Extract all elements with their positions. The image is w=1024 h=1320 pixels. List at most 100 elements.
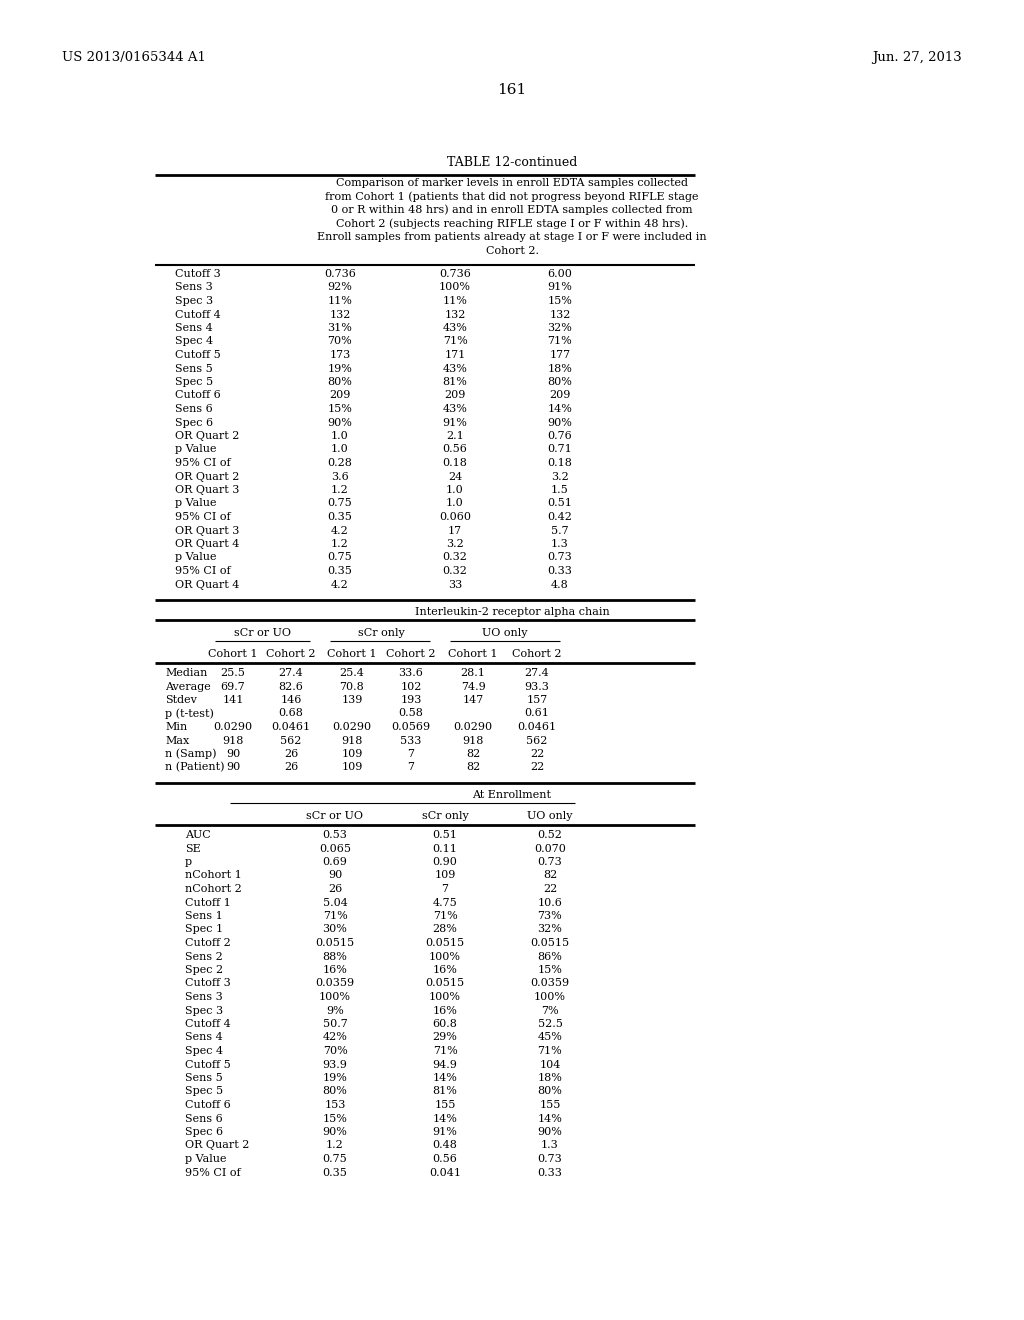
Text: 153: 153 [325, 1100, 346, 1110]
Text: 132: 132 [444, 309, 466, 319]
Text: 139: 139 [341, 696, 362, 705]
Text: 14%: 14% [538, 1114, 562, 1123]
Text: Cutoff 4: Cutoff 4 [175, 309, 221, 319]
Text: OR Quart 4: OR Quart 4 [175, 539, 240, 549]
Text: 81%: 81% [432, 1086, 458, 1097]
Text: 1.2: 1.2 [331, 539, 349, 549]
Text: Cutoff 6: Cutoff 6 [175, 391, 221, 400]
Text: 1.0: 1.0 [446, 499, 464, 508]
Text: Stdev: Stdev [165, 696, 197, 705]
Text: 0.11: 0.11 [432, 843, 458, 854]
Text: 2.1: 2.1 [446, 432, 464, 441]
Text: 109: 109 [341, 763, 362, 772]
Text: 0.48: 0.48 [432, 1140, 458, 1151]
Text: 1.3: 1.3 [551, 539, 569, 549]
Text: 146: 146 [281, 696, 302, 705]
Text: 91%: 91% [442, 417, 467, 428]
Text: 0.75: 0.75 [328, 553, 352, 562]
Text: 71%: 71% [432, 1045, 458, 1056]
Text: Sens 1: Sens 1 [185, 911, 223, 921]
Text: 70%: 70% [328, 337, 352, 346]
Text: 0.0569: 0.0569 [391, 722, 430, 733]
Text: 18%: 18% [548, 363, 572, 374]
Text: 157: 157 [526, 696, 548, 705]
Text: Cutoff 4: Cutoff 4 [185, 1019, 230, 1030]
Text: 95% CI of: 95% CI of [175, 512, 230, 521]
Text: 100%: 100% [439, 282, 471, 293]
Text: TABLE 12-continued: TABLE 12-continued [446, 157, 578, 169]
Text: 0.0515: 0.0515 [315, 939, 354, 948]
Text: p Value: p Value [175, 499, 216, 508]
Text: 562: 562 [281, 735, 302, 746]
Text: 80%: 80% [538, 1086, 562, 1097]
Text: 71%: 71% [323, 911, 347, 921]
Text: 0.065: 0.065 [319, 843, 351, 854]
Text: 80%: 80% [548, 378, 572, 387]
Text: 11%: 11% [442, 296, 467, 306]
Text: 1.0: 1.0 [331, 445, 349, 454]
Text: 17: 17 [447, 525, 462, 536]
Text: Sens 5: Sens 5 [175, 363, 213, 374]
Text: 5.04: 5.04 [323, 898, 347, 908]
Text: 31%: 31% [328, 323, 352, 333]
Text: 90: 90 [226, 748, 240, 759]
Text: 109: 109 [434, 870, 456, 880]
Text: Average: Average [165, 681, 211, 692]
Text: At Enrollment: At Enrollment [472, 789, 552, 800]
Text: 3.2: 3.2 [551, 471, 569, 482]
Text: 0.0515: 0.0515 [530, 939, 569, 948]
Text: OR Quart 3: OR Quart 3 [175, 484, 240, 495]
Text: 0.42: 0.42 [548, 512, 572, 521]
Text: 90%: 90% [323, 1127, 347, 1137]
Text: OR Quart 4: OR Quart 4 [175, 579, 240, 590]
Text: 82.6: 82.6 [279, 681, 303, 692]
Text: OR Quart 3: OR Quart 3 [175, 525, 240, 536]
Text: 0.0290: 0.0290 [454, 722, 493, 733]
Text: 91%: 91% [548, 282, 572, 293]
Text: 0.56: 0.56 [432, 1154, 458, 1164]
Text: 16%: 16% [432, 965, 458, 975]
Text: 90%: 90% [538, 1127, 562, 1137]
Text: Spec 4: Spec 4 [175, 337, 213, 346]
Text: 0.0359: 0.0359 [530, 978, 569, 989]
Text: 0.53: 0.53 [323, 830, 347, 840]
Text: sCr only: sCr only [358, 628, 404, 638]
Text: 4.2: 4.2 [331, 579, 349, 590]
Text: 90: 90 [328, 870, 342, 880]
Text: 102: 102 [400, 681, 422, 692]
Text: Sens 6: Sens 6 [175, 404, 213, 414]
Text: 70.8: 70.8 [340, 681, 365, 692]
Text: sCr only: sCr only [422, 810, 468, 821]
Text: 95% CI of: 95% CI of [175, 566, 230, 576]
Text: 25.5: 25.5 [220, 668, 246, 678]
Text: 95% CI of: 95% CI of [175, 458, 230, 469]
Text: 7%: 7% [542, 1006, 559, 1015]
Text: p Value: p Value [185, 1154, 226, 1164]
Text: p (t-test): p (t-test) [165, 709, 214, 719]
Text: 0.76: 0.76 [548, 432, 572, 441]
Text: 71%: 71% [548, 337, 572, 346]
Text: 29%: 29% [432, 1032, 458, 1043]
Text: Cutoff 5: Cutoff 5 [175, 350, 221, 360]
Text: Median: Median [165, 668, 208, 678]
Text: 193: 193 [400, 696, 422, 705]
Text: Cutoff 6: Cutoff 6 [185, 1100, 230, 1110]
Text: 80%: 80% [328, 378, 352, 387]
Text: 171: 171 [444, 350, 466, 360]
Text: Sens 3: Sens 3 [185, 993, 223, 1002]
Text: 50.7: 50.7 [323, 1019, 347, 1030]
Text: 71%: 71% [442, 337, 467, 346]
Text: 155: 155 [540, 1100, 561, 1110]
Text: 22: 22 [529, 763, 544, 772]
Text: 918: 918 [341, 735, 362, 746]
Text: Sens 4: Sens 4 [175, 323, 213, 333]
Text: Min: Min [165, 722, 187, 733]
Text: 0.32: 0.32 [442, 553, 467, 562]
Text: UO only: UO only [527, 810, 572, 821]
Text: 155: 155 [434, 1100, 456, 1110]
Text: 18%: 18% [538, 1073, 562, 1082]
Text: 0 or R within 48 hrs) and in enroll EDTA samples collected from: 0 or R within 48 hrs) and in enroll EDTA… [331, 205, 693, 215]
Text: 16%: 16% [323, 965, 347, 975]
Text: 11%: 11% [328, 296, 352, 306]
Text: 70%: 70% [323, 1045, 347, 1056]
